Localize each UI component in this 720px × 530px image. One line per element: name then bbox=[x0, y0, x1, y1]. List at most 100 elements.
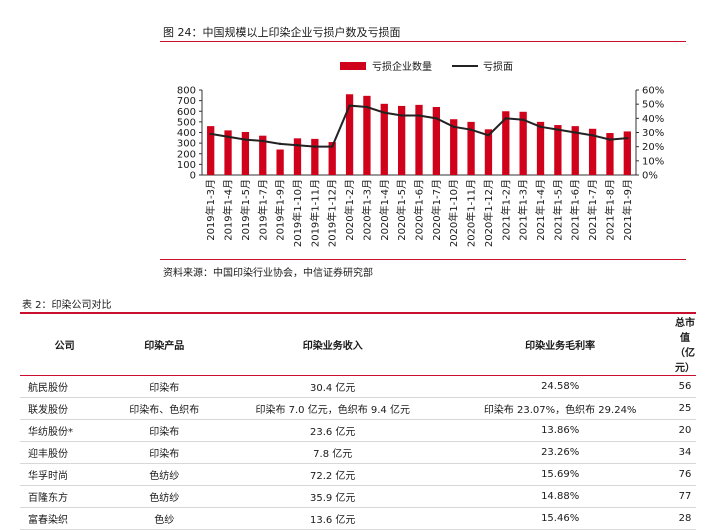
table-header-row: 公司 印染产品 印染业务收入 印染业务毛利率 总市值（亿元） bbox=[20, 313, 696, 376]
bar-loss-count bbox=[502, 111, 510, 175]
bar-loss-count bbox=[241, 131, 250, 175]
bar-loss-count bbox=[397, 105, 406, 175]
line-point bbox=[278, 142, 282, 146]
cell-product: 印染布、色织布 bbox=[109, 397, 220, 420]
x-tick-label: 2019年1-5月 bbox=[239, 179, 252, 241]
header-company: 公司 bbox=[20, 313, 110, 376]
bar-loss-count bbox=[207, 126, 215, 175]
cell-revenue: 13.6 亿元 bbox=[219, 507, 447, 530]
bar-loss-count bbox=[432, 107, 441, 175]
y-left-tick-label: 400 bbox=[177, 128, 196, 139]
bar-loss-count bbox=[415, 104, 423, 175]
cell-company: 富春染织 bbox=[20, 507, 110, 530]
cell-company: 华纺股份* bbox=[20, 419, 110, 442]
y-left-tick-label: 300 bbox=[177, 139, 196, 150]
cell-revenue: 23.6 亿元 bbox=[219, 419, 447, 442]
x-tick-label: 2021年1-2月 bbox=[499, 179, 512, 241]
bar-loss-count bbox=[345, 94, 354, 175]
y-right-tick-label: 10% bbox=[642, 156, 664, 167]
cell-product: 色纺纱 bbox=[109, 463, 220, 486]
y-left-tick-label: 200 bbox=[177, 149, 196, 160]
cell-market-cap: 77 bbox=[674, 485, 696, 508]
cell-product: 色纺纱 bbox=[109, 485, 220, 508]
title-rule bbox=[160, 41, 686, 42]
cell-margin: 15.69% bbox=[446, 463, 674, 486]
cell-margin: 印染布 23.07%，色织布 29.24% bbox=[446, 397, 674, 420]
bar-loss-count bbox=[363, 95, 371, 175]
y-left-tick-label: 0 bbox=[190, 171, 196, 182]
cell-company: 联发股份 bbox=[20, 397, 110, 420]
table-row: 百隆东方 色纺纱 35.9 亿元 14.88% 77 bbox=[20, 485, 696, 508]
cell-margin: 13.86% bbox=[446, 419, 674, 442]
company-comparison-table: 公司 印染产品 印染业务收入 印染业务毛利率 总市值（亿元） 航民股份 印染布 30… bbox=[20, 313, 696, 530]
y-left-tick-label: 600 bbox=[177, 107, 196, 118]
x-tick-label: 2019年1-11月 bbox=[308, 179, 321, 247]
header-market-cap: 总市值（亿元） bbox=[674, 313, 696, 376]
cell-market-cap: 56 bbox=[674, 375, 696, 398]
line-point bbox=[469, 128, 473, 131]
line-point bbox=[365, 105, 369, 109]
y-right-tick-label: 50% bbox=[642, 100, 664, 111]
bar-loss-count bbox=[623, 131, 631, 175]
x-tick-label: 2020年1-4月 bbox=[378, 179, 391, 241]
line-point bbox=[608, 138, 612, 141]
line-point bbox=[209, 132, 212, 136]
bar-loss-count bbox=[484, 129, 493, 175]
line-point bbox=[331, 145, 334, 148]
line-point bbox=[383, 111, 386, 114]
x-tick-label: 2020年1-7月 bbox=[430, 179, 443, 241]
x-tick-label: 2019年1-9月 bbox=[274, 179, 287, 241]
cell-market-cap: 20 bbox=[674, 419, 696, 442]
x-tick-label: 2021年1-6月 bbox=[569, 179, 582, 241]
x-tick-label: 2019年1-4月 bbox=[222, 179, 235, 241]
cell-company: 航民股份 bbox=[20, 375, 110, 398]
table-row: 华纺股份* 印染布 23.6 亿元 13.86% 20 bbox=[20, 419, 696, 442]
line-point bbox=[574, 131, 577, 134]
x-tick-label: 2021年1-8月 bbox=[603, 179, 616, 241]
cell-revenue: 7.8 亿元 bbox=[219, 441, 447, 464]
y-left-tick-label: 500 bbox=[177, 117, 196, 128]
legend-line-label: 亏损面 bbox=[483, 60, 513, 73]
figure-title: 图 24：中国规模以上印染企业亏损户数及亏损面 bbox=[163, 26, 401, 39]
x-tick-label: 2020年1-2月 bbox=[343, 179, 356, 241]
y-left-tick-label: 700 bbox=[177, 96, 196, 107]
line-point bbox=[435, 117, 438, 120]
cell-company: 百隆东方 bbox=[20, 485, 110, 508]
bar-loss-count bbox=[536, 121, 545, 175]
cell-product: 印染布 bbox=[109, 441, 220, 464]
cell-product: 印染布 bbox=[109, 419, 220, 442]
table-row: 迎丰股份 印染布 7.8 亿元 23.26% 34 bbox=[20, 441, 696, 464]
bar-loss-count bbox=[311, 138, 319, 175]
x-tick-label: 2020年1-10月 bbox=[447, 179, 460, 247]
x-tick-label: 2020年1-6月 bbox=[413, 179, 426, 241]
cell-market-cap: 34 bbox=[674, 441, 696, 464]
line-point bbox=[261, 139, 264, 143]
cell-market-cap: 25 bbox=[674, 397, 696, 420]
y-right-tick-label: 20% bbox=[642, 142, 664, 153]
cell-revenue: 印染布 7.0 亿元，色织布 9.4 亿元 bbox=[219, 397, 447, 420]
line-point bbox=[226, 135, 230, 138]
line-point bbox=[539, 125, 542, 129]
x-tick-label: 2021年1-5月 bbox=[551, 179, 564, 241]
line-point bbox=[296, 144, 299, 147]
header-margin: 印染业务毛利率 bbox=[446, 313, 674, 376]
bar-loss-count bbox=[276, 149, 284, 175]
x-tick-label: 2019年1-12月 bbox=[326, 179, 339, 247]
table-row: 富春染织 色纱 13.6 亿元 15.46% 28 bbox=[20, 507, 696, 530]
cell-revenue: 72.2 亿元 bbox=[219, 463, 447, 486]
x-tick-label: 2021年1-4月 bbox=[534, 179, 547, 241]
y-right-tick-label: 30% bbox=[642, 128, 664, 139]
y-left-tick-label: 100 bbox=[177, 160, 196, 171]
cell-company: 迎丰股份 bbox=[20, 441, 110, 464]
x-tick-label: 2019年1-7月 bbox=[256, 179, 269, 241]
x-tick-label: 2019年1-10月 bbox=[291, 179, 304, 247]
cell-margin: 24.58% bbox=[446, 375, 674, 398]
header-revenue: 印染业务收入 bbox=[219, 313, 447, 376]
cell-market-cap: 76 bbox=[674, 463, 696, 486]
line-point bbox=[556, 128, 560, 131]
cell-margin: 14.88% bbox=[446, 485, 674, 508]
y-right-tick-label: 60% bbox=[642, 86, 664, 97]
line-point bbox=[521, 118, 525, 121]
line-point bbox=[313, 145, 317, 148]
